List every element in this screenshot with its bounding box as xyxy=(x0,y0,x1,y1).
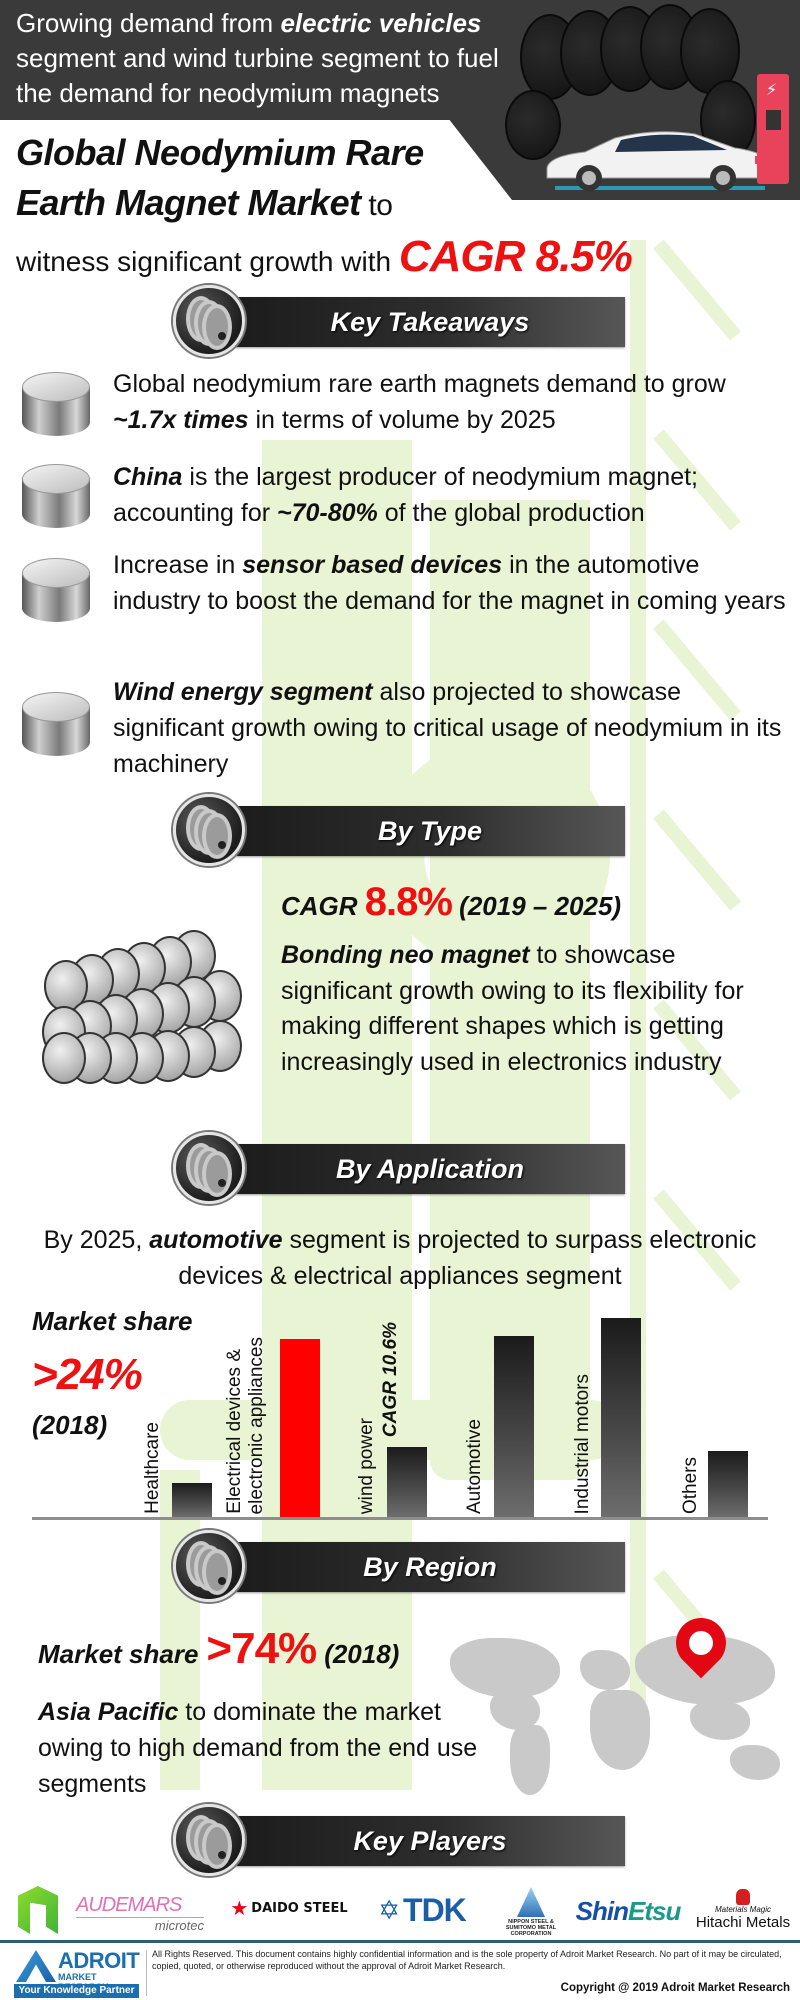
section-banner-key-players: Key Players xyxy=(173,1804,628,1876)
magnet-disc-icon xyxy=(173,1132,245,1204)
watermark-shape xyxy=(430,500,590,1480)
magnet-disc-icon xyxy=(173,794,245,866)
chart-label-healthcare: Healthcare xyxy=(142,1422,163,1514)
bar-electrical-devices xyxy=(280,1339,320,1517)
footer-separator xyxy=(146,1950,147,1996)
mascot-icon xyxy=(736,1889,750,1905)
chart-label-industrial: Industrial motors xyxy=(572,1373,593,1514)
charging-station-icon: ⚡ xyxy=(757,74,789,184)
magnet-disc-icon xyxy=(173,285,245,357)
bar-industrial-motors xyxy=(601,1318,641,1517)
bar-healthcare xyxy=(172,1483,212,1517)
market-share-year: (2018) xyxy=(32,1410,108,1440)
bar-others xyxy=(708,1451,748,1517)
audemars-logo: AUDEMARS microtec xyxy=(76,1893,204,1933)
cylinder-magnet-icon xyxy=(20,690,92,760)
region-market-share: Market share >74% (2018) xyxy=(38,1624,400,1673)
daido-steel-logo: ★ DAIDO STEEL xyxy=(230,1896,348,1920)
bonded-magnets-image xyxy=(22,922,248,1087)
chart-label-electrical-2: electronic appliances xyxy=(246,1336,267,1514)
bar-automotive xyxy=(494,1336,534,1517)
adroit-logo: ADROIT MARKET RESEARCH Your Knowledge Pa… xyxy=(14,1948,140,1998)
cylinder-magnet-icon xyxy=(20,556,92,626)
market-share-label: Market share xyxy=(32,1306,193,1336)
bar-wind-power xyxy=(387,1447,427,1517)
chart-label-electrical-1: Electrical devices & xyxy=(224,1349,245,1514)
region-description: Asia Pacific to dominate the market owin… xyxy=(38,1698,478,1798)
takeaway-3: Increase in sensor based devices in the … xyxy=(113,551,786,615)
type-cagr: CAGR 8.8% (2019 – 2025) xyxy=(281,880,622,924)
nippon-steel-logo: NIPPON STEEL & SUMITOMO METAL CORPORATIO… xyxy=(496,1882,566,1942)
magnet-disc-icon xyxy=(173,1530,245,1602)
section-banner-key-takeaways: Key Takeaways xyxy=(173,285,628,357)
tdk-emblem-icon: ✡ xyxy=(378,1894,400,1925)
chart-baseline xyxy=(32,1517,768,1520)
cagr-highlight: CAGR 8.5% xyxy=(398,232,633,281)
chart-label-automotive: Automotive xyxy=(464,1418,485,1514)
electric-car-icon xyxy=(546,131,780,191)
chart-annotation-wind-cagr: CAGR 10.6% xyxy=(380,1321,401,1437)
application-bar-chart: Healthcare Electrical devices & electron… xyxy=(32,1300,768,1520)
adroit-mark-icon xyxy=(16,1950,56,1982)
market-share-value: >24% xyxy=(32,1350,143,1399)
shin-etsu-logo: Shin Etsu xyxy=(575,1895,682,1926)
cylinder-magnet-icon xyxy=(20,370,92,440)
footer-divider xyxy=(0,1940,800,1943)
page-subtitle: witness significant growth with CAGR 8.5… xyxy=(16,232,633,281)
watermark-shape xyxy=(160,1470,200,1790)
section-banner-by-region: By Region xyxy=(173,1530,628,1602)
neo-logo xyxy=(18,1886,58,1934)
section-banner-by-application: By Application xyxy=(173,1132,628,1204)
application-intro: By 2025, automotive segment is projected… xyxy=(43,1226,757,1290)
copyright: Copyright @ 2019 Adroit Market Research xyxy=(560,1982,790,1994)
chart-label-others: Others xyxy=(680,1456,701,1514)
section-banner-by-type: By Type xyxy=(173,794,628,866)
type-description: Bonding neo magnet to showcase significa… xyxy=(281,941,744,1076)
rights-notice: All Rights Reserved. This document conta… xyxy=(152,1949,782,1971)
takeaway-2: China is the largest producer of neodymi… xyxy=(113,463,698,527)
chart-label-wind: wind power xyxy=(356,1417,377,1514)
cylinder-magnet-icon xyxy=(20,462,92,532)
header-intro: Growing demand from electric vehicles se… xyxy=(16,8,499,108)
takeaway-1: Global neodymium rare earth magnets dema… xyxy=(113,370,726,434)
takeaway-4: Wind energy segment also projected to sh… xyxy=(113,678,782,778)
tdk-logo: ✡ TDK xyxy=(378,1891,467,1928)
star-icon: ★ xyxy=(230,1896,249,1920)
page-title: Global Neodymium Rare Earth Magnet Marke… xyxy=(16,132,424,223)
hitachi-metals-logo: Materials Magic Hitachi Metals xyxy=(690,1882,796,1938)
magnet-disc-icon xyxy=(173,1804,245,1876)
